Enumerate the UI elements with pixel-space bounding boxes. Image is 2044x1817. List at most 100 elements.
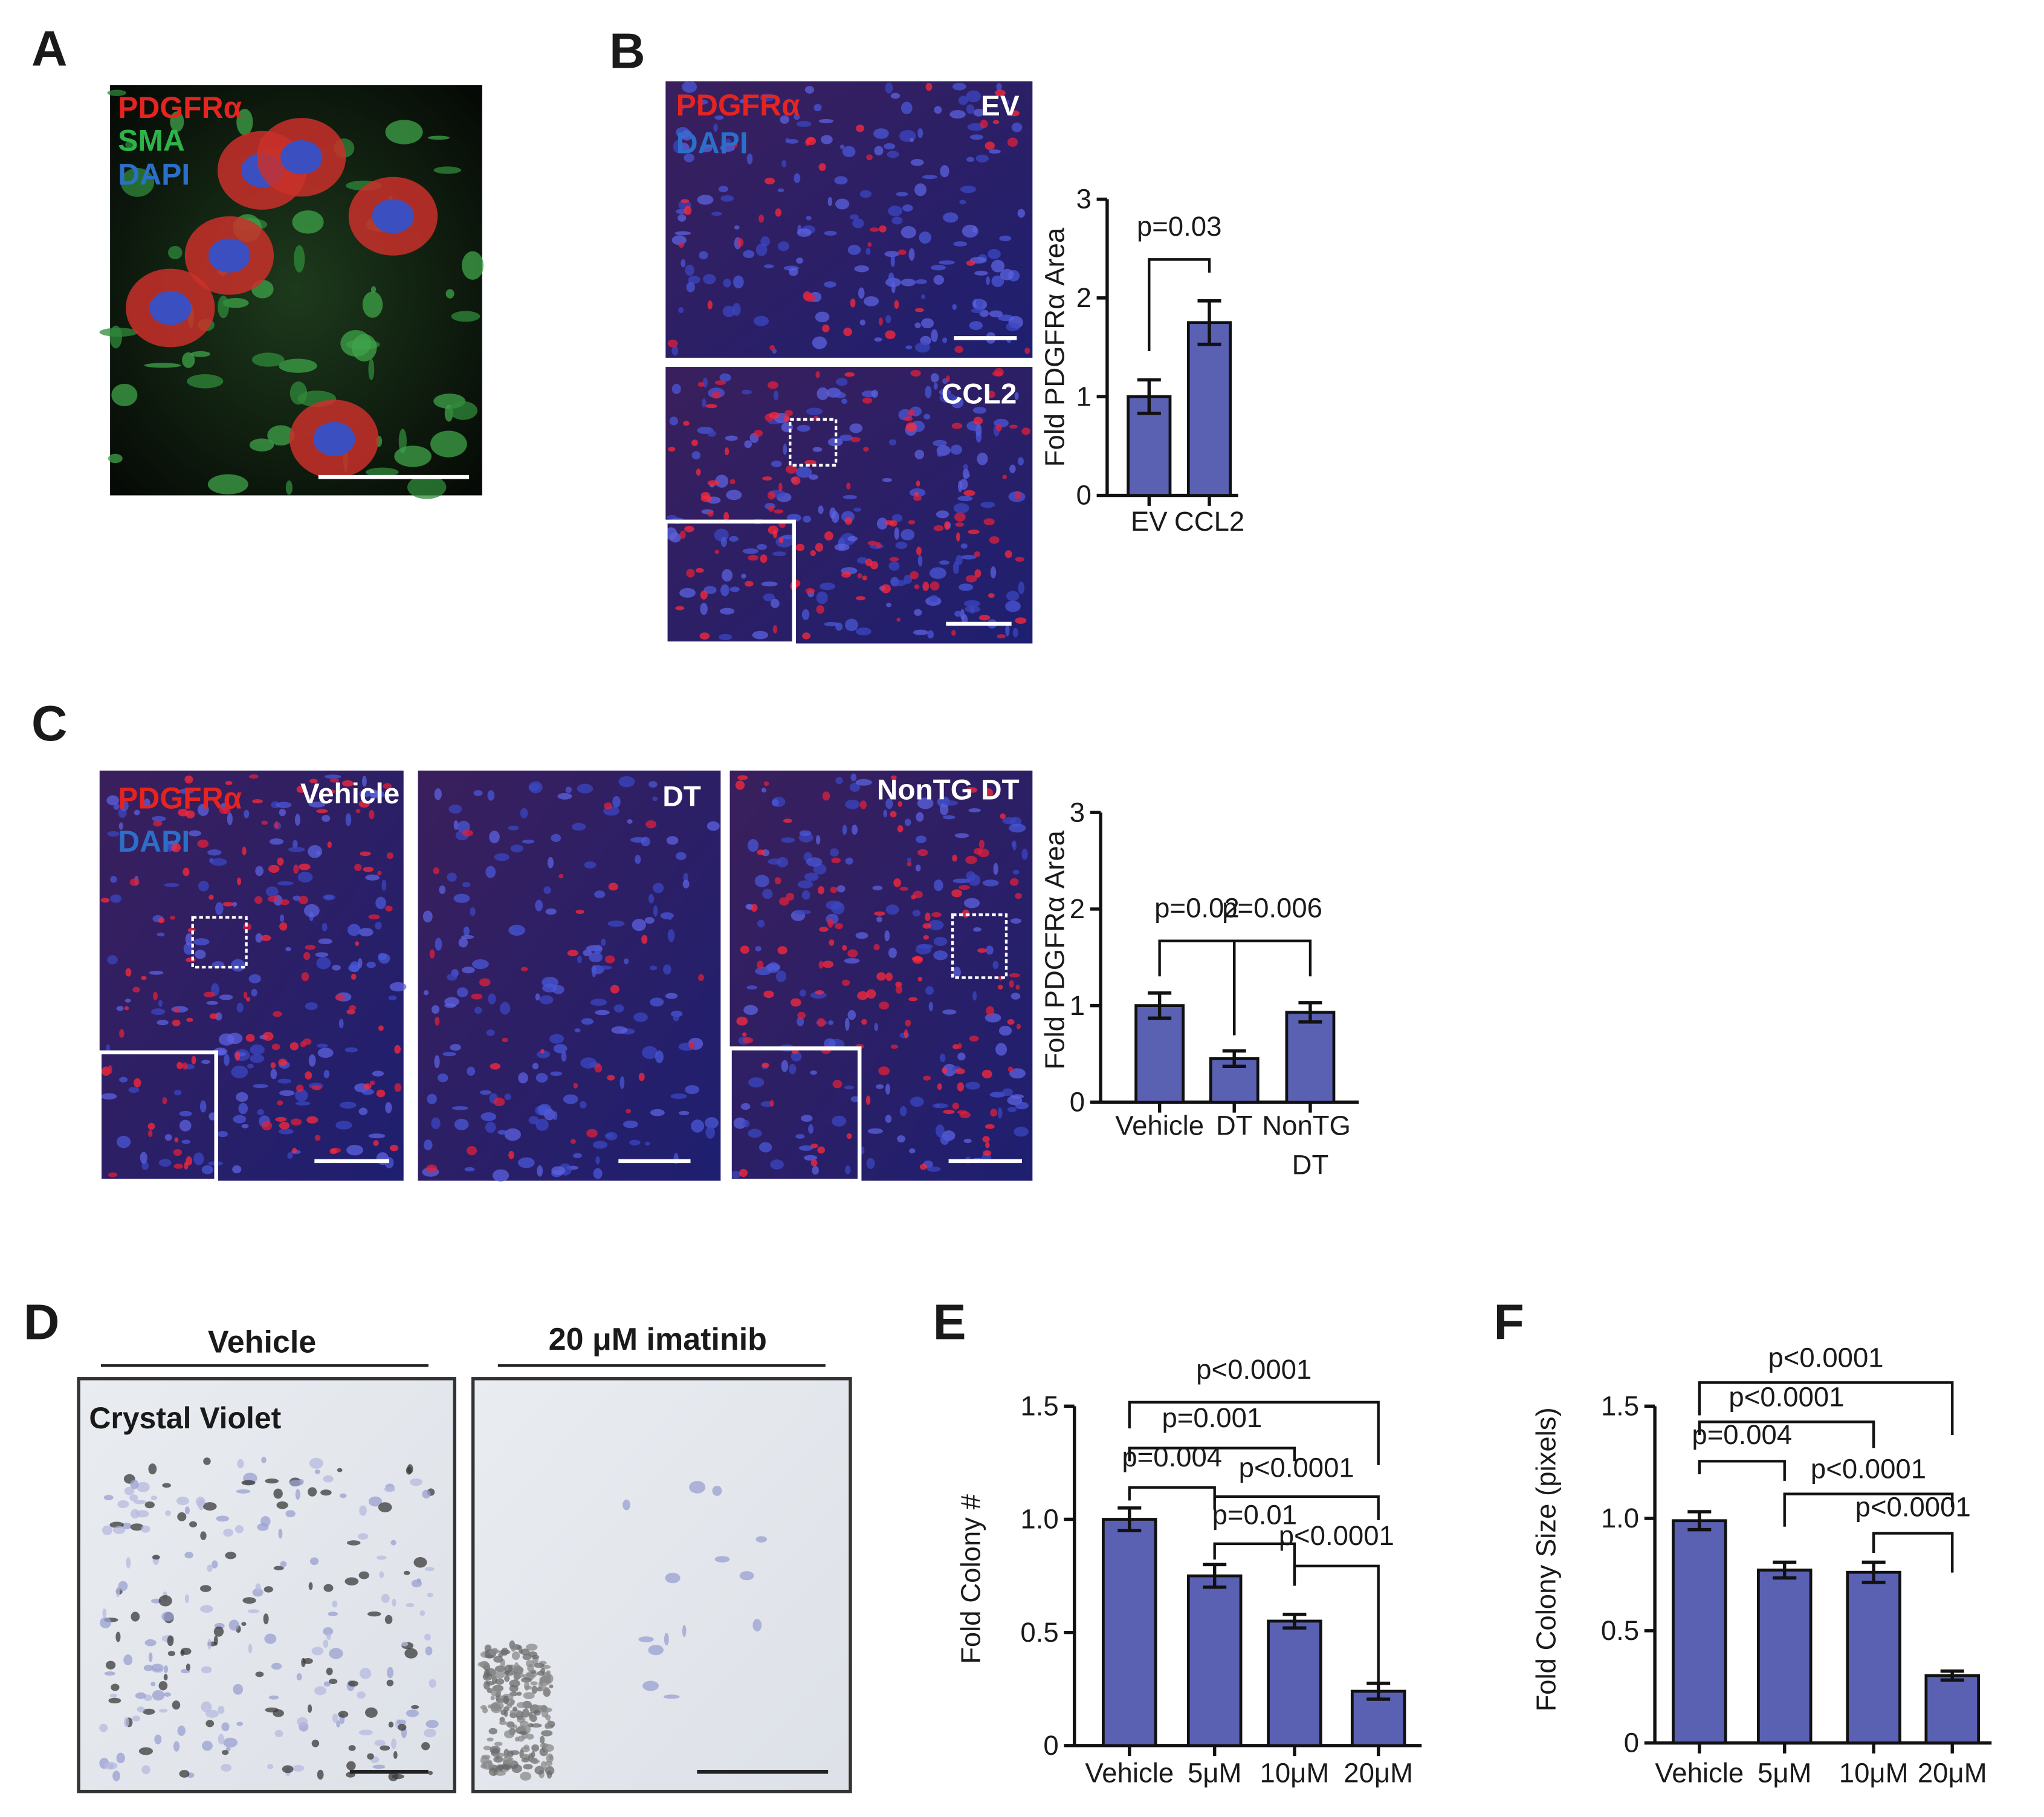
cell (1018, 581, 1025, 595)
cell (463, 926, 470, 936)
cell (513, 1678, 519, 1686)
cell (388, 996, 397, 1000)
cell (570, 1139, 576, 1144)
cell (361, 1089, 374, 1095)
cell (422, 1489, 431, 1499)
cell (542, 976, 558, 988)
cell (201, 1666, 212, 1674)
cell (323, 1681, 331, 1687)
cell (461, 934, 474, 939)
cell (225, 781, 233, 785)
cell (147, 1122, 155, 1130)
cell (107, 955, 118, 965)
error-bar (1298, 1001, 1322, 1024)
cell (136, 1482, 150, 1492)
cell (422, 910, 433, 923)
cell (110, 894, 121, 903)
cell (671, 235, 687, 245)
x-tick-label: NonTG DT (1262, 1110, 1358, 1181)
cell (794, 114, 800, 120)
cell (686, 568, 695, 578)
cell (359, 790, 372, 797)
cell (316, 957, 331, 970)
significance-bracket (1698, 1460, 1786, 1481)
cell (1015, 1101, 1029, 1110)
cell (167, 1651, 175, 1656)
cell (819, 927, 829, 932)
cell (939, 560, 949, 565)
cell (176, 1496, 189, 1506)
cell (492, 1702, 504, 1710)
cell (338, 1711, 349, 1718)
cell (277, 881, 294, 886)
cell (771, 799, 779, 806)
cell (326, 1633, 331, 1640)
cell (887, 151, 899, 158)
cell (368, 1133, 386, 1139)
cell (177, 1512, 187, 1521)
cell (340, 1101, 357, 1109)
cell (282, 1765, 294, 1773)
cell (668, 915, 672, 921)
cell (520, 808, 528, 818)
cell (978, 840, 985, 849)
cell (883, 809, 888, 818)
cell (987, 390, 995, 398)
cell (445, 289, 454, 299)
cell (209, 895, 214, 900)
cell (288, 847, 305, 852)
cell (530, 1759, 540, 1764)
cell (528, 1723, 534, 1728)
cell (780, 115, 789, 124)
cell (760, 93, 775, 102)
cell (584, 861, 597, 869)
cell (577, 955, 582, 964)
cell (952, 303, 957, 310)
cell (185, 933, 193, 946)
cell (120, 800, 129, 812)
cell (874, 1023, 879, 1031)
cell (896, 617, 901, 622)
cell (508, 1150, 514, 1159)
cell (148, 1463, 157, 1475)
cell (908, 997, 918, 1002)
cell (320, 1489, 332, 1496)
cell (376, 1089, 386, 1098)
cell (678, 214, 687, 222)
bar (1186, 321, 1232, 497)
channel-label: PDGFRα (118, 91, 242, 125)
cell (300, 1041, 306, 1048)
cell (907, 409, 915, 416)
cell (213, 1626, 224, 1637)
cell (488, 993, 496, 1005)
cell (398, 1723, 407, 1731)
cell (394, 1045, 401, 1054)
cell (366, 962, 376, 968)
cell (663, 1694, 680, 1699)
cell (332, 1713, 338, 1723)
cell (179, 788, 194, 794)
cell (470, 907, 476, 916)
cell (557, 792, 572, 800)
cell (885, 330, 896, 340)
cell (810, 1070, 818, 1075)
cell (869, 227, 879, 232)
cell (876, 1084, 884, 1089)
cell (957, 1110, 968, 1115)
cell (499, 1720, 507, 1725)
cell (1015, 893, 1022, 899)
cell (118, 1581, 128, 1592)
cell (752, 1619, 762, 1632)
cell (741, 389, 752, 395)
cell (372, 1070, 384, 1077)
cell (894, 527, 899, 540)
cell (536, 1050, 551, 1058)
cell (917, 944, 933, 949)
cell (550, 1071, 563, 1076)
cell (493, 1656, 503, 1663)
cell (1014, 392, 1019, 400)
cell (368, 1496, 383, 1507)
cell (112, 1770, 120, 1781)
cell (448, 805, 462, 814)
cell (1015, 984, 1020, 990)
